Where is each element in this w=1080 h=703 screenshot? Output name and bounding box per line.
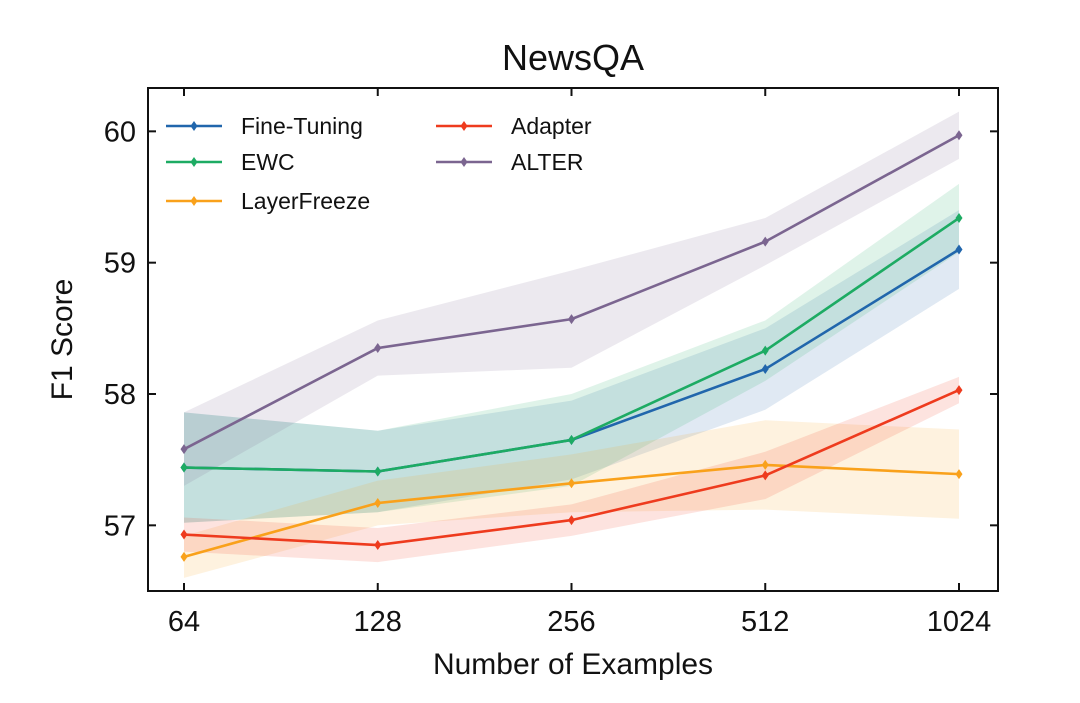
point-layerfreeze-128 [374,498,382,509]
legend-item-fine-tuning: Fine-Tuning [166,113,363,139]
x-tick-label-256: 256 [547,606,595,638]
x-axis-ticks: 64 128 256 512 1024 [168,88,991,638]
y-tick-label-60: 60 [104,116,136,148]
band-fine-tuning [184,210,959,523]
point-fine-tuning-512 [761,364,769,375]
legend-marker-layerfreeze [190,196,198,206]
point-ewc-512 [761,345,769,356]
confidence-bands [184,111,959,578]
point-layerfreeze-512 [761,459,769,470]
point-ewc-256 [568,434,575,445]
x-tick-label-128: 128 [354,606,402,638]
point-ewc-1024 [955,213,963,224]
point-adapter-64 [180,529,188,540]
y-axis-title: F1 Score [46,279,79,401]
point-alter-256 [568,314,575,325]
legend-marker-adapter [460,121,468,131]
point-layerfreeze-256 [568,478,575,489]
legend-marker-fine-tuning [190,121,198,131]
point-ewc-128 [374,466,382,477]
point-alter-512 [761,236,769,247]
point-adapter-128 [374,540,382,551]
point-ewc-64 [180,462,188,473]
band-layerfreeze [184,420,959,578]
plot-frame [147,87,999,592]
x-tick-label-64: 64 [168,606,200,638]
y-tick-label-58: 58 [104,379,136,411]
point-alter-128 [374,343,382,354]
point-adapter-1024 [955,385,963,396]
x-tick-label-512: 512 [741,606,789,638]
point-adapter-512 [761,470,769,481]
point-fine-tuning-1024 [955,244,963,255]
point-alter-1024 [955,130,963,141]
chart-title: NewsQA [502,37,644,78]
y-tick-label-59: 59 [104,248,136,280]
point-layerfreeze-1024 [955,469,963,480]
point-alter-64 [180,444,188,455]
band-ewc [184,183,959,523]
legend-label-layerfreeze: LayerFreeze [241,188,370,214]
legend: Fine-Tuning EWC LayerFreeze Adapter ALTER [166,113,592,214]
band-alter [184,111,959,486]
y-tick-label-57: 57 [104,510,136,542]
x-axis-title: Number of Examples [433,648,713,681]
legend-label-adapter: Adapter [511,113,592,139]
x-tick-label-1024: 1024 [927,606,992,638]
legend-marker-alter [460,157,468,167]
legend-item-ewc: EWC [166,149,295,175]
point-adapter-256 [568,515,575,526]
legend-label-alter: ALTER [511,149,583,175]
legend-label-fine-tuning: Fine-Tuning [241,113,363,139]
series-markers [180,130,963,562]
point-layerfreeze-64 [180,551,188,562]
y-axis-ticks: 57 58 59 60 [104,116,998,542]
legend-marker-ewc [190,157,198,167]
legend-item-alter: ALTER [436,149,583,175]
legend-item-layerfreeze: LayerFreeze [166,188,370,214]
legend-item-adapter: Adapter [436,113,592,139]
legend-label-ewc: EWC [241,149,295,175]
